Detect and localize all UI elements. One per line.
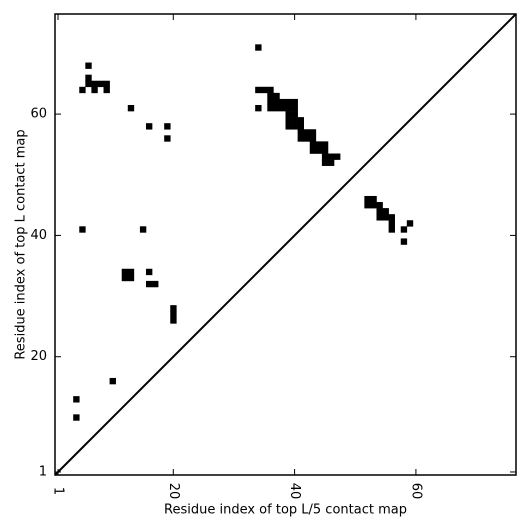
contact-cell <box>85 62 92 69</box>
contact-cell <box>291 117 298 124</box>
contact-cell <box>79 226 86 233</box>
contact-cell <box>85 80 92 88</box>
contact-cell <box>364 195 371 203</box>
contact-cell <box>170 305 177 312</box>
contact-cell <box>285 104 292 112</box>
contact-cell <box>315 147 323 154</box>
contact-cell <box>279 98 286 106</box>
contact-cell <box>103 80 110 88</box>
contact-cell <box>334 153 341 160</box>
contact-cell <box>152 280 159 288</box>
contact-cell <box>145 268 153 276</box>
contact-cell <box>406 220 414 227</box>
plot-frame <box>54 13 517 476</box>
contact-cell <box>291 111 298 118</box>
contact-cell <box>327 159 335 166</box>
contact-cell <box>79 86 86 94</box>
contact-cell <box>303 135 311 142</box>
contact-cell <box>309 129 317 136</box>
contact-cell <box>255 44 262 51</box>
contact-cell <box>97 80 104 88</box>
x-tick-label: 1 <box>51 487 66 495</box>
contact-cell <box>273 92 280 100</box>
y-tick-label: 60 <box>30 107 47 122</box>
contact-cell <box>255 104 262 112</box>
contact-cell <box>285 111 292 118</box>
contact-cell <box>127 104 135 112</box>
contact-cell <box>121 274 129 282</box>
contact-cell <box>309 141 317 148</box>
contact-cell <box>291 104 298 112</box>
contact-cell <box>309 147 317 154</box>
contact-cell <box>388 220 395 227</box>
contact-cell <box>164 123 171 130</box>
x-tick-label: 60 <box>408 483 423 500</box>
contact-cell <box>145 123 153 130</box>
contact-cell <box>388 226 395 233</box>
contact-cell <box>382 208 389 215</box>
contact-cell <box>273 98 280 106</box>
y-tick-label: 1 <box>39 464 47 479</box>
contact-cell <box>321 159 329 166</box>
contact-cell <box>170 317 177 324</box>
contact-cell <box>170 311 177 318</box>
contact-cell <box>267 98 274 106</box>
contact-cell <box>327 153 335 160</box>
contact-cell <box>376 202 383 209</box>
contact-cell <box>370 202 377 209</box>
contact-cell <box>376 208 383 215</box>
contact-cell <box>267 86 274 94</box>
contact-cell <box>267 104 274 112</box>
contact-cell <box>139 226 147 233</box>
y-tick-label: 20 <box>30 349 47 364</box>
cells <box>73 44 414 421</box>
contact-cell <box>400 238 408 245</box>
contact-cell <box>285 123 292 130</box>
contact-cell <box>164 135 171 142</box>
contact-cell <box>85 74 92 82</box>
contact-cell <box>376 214 383 221</box>
contact-cell <box>267 92 274 100</box>
contact-cell <box>279 104 286 112</box>
contact-cell <box>297 135 304 142</box>
contact-cell <box>400 226 408 233</box>
contact-cell <box>321 147 329 154</box>
diagonal <box>54 13 517 476</box>
contact-cell <box>297 123 304 130</box>
x-tick-label: 20 <box>166 483 181 500</box>
contact-cell <box>261 86 268 94</box>
y-tick-label: 40 <box>30 228 47 243</box>
contact-cell <box>91 80 98 88</box>
contact-cell <box>255 86 262 94</box>
contact-cell <box>388 214 395 221</box>
contact-cell <box>121 268 129 276</box>
y-axis-label: Residue index of top L contact map <box>14 129 29 359</box>
x-axis-label: Residue index of top L/5 contact map <box>164 503 407 518</box>
contact-cell <box>145 280 153 288</box>
contact-cell <box>285 98 292 106</box>
contact-cell <box>297 129 304 136</box>
contact-cell <box>285 117 292 124</box>
contact-cell <box>321 153 329 160</box>
contact-cell <box>91 86 98 94</box>
contact-cell <box>309 135 317 142</box>
x-tick-label: 40 <box>287 483 302 500</box>
contact-cell <box>73 414 80 421</box>
contact-cell <box>315 141 323 148</box>
contact-cell <box>291 123 298 130</box>
contact-cell <box>291 98 298 106</box>
contact-cell <box>127 268 135 276</box>
contact-cell <box>382 214 389 221</box>
contact-cell <box>73 396 80 403</box>
contact-cell <box>303 129 311 136</box>
contact-cell <box>273 104 280 112</box>
contact-cell <box>103 86 110 94</box>
contact-cell <box>109 377 116 385</box>
contact-cell <box>297 117 304 124</box>
contact-cell <box>321 141 329 148</box>
contact-cell <box>127 274 135 282</box>
contact-cell <box>370 195 377 203</box>
contact-cell <box>364 202 371 209</box>
